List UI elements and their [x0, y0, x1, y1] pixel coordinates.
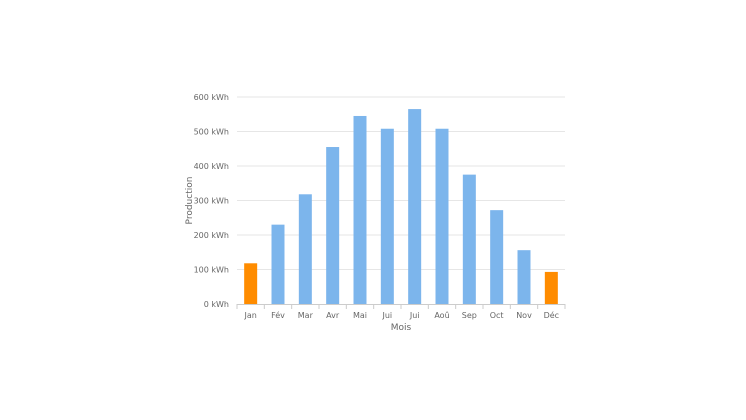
x-tick-label: Jan [243, 311, 256, 320]
x-tick-label: Nov [516, 311, 532, 320]
x-tick-label: Avr [326, 311, 340, 320]
x-tick-label: Mai [353, 311, 367, 320]
x-tick-labels: Jan Fév Mar Avr Mai Jui Jui Aoû Sep Oct Nov Déc [243, 310, 559, 320]
x-tick-label: Mar [298, 311, 314, 320]
bar-fév-1[interactable] [271, 224, 285, 304]
y-tick-label: 0 kWh [204, 300, 229, 309]
bar-sep-8[interactable] [462, 174, 476, 304]
y-tick-label: 400 kWh [194, 162, 229, 171]
x-tick-label: Sep [462, 311, 477, 320]
x-tick-label: Oct [490, 311, 504, 320]
bar-mar-2[interactable] [298, 194, 312, 304]
bar-oct-9[interactable] [490, 210, 504, 304]
bar-nov-10[interactable] [517, 250, 531, 304]
y-tick-label: 500 kWh [194, 128, 229, 137]
bar-avr-3[interactable] [326, 147, 340, 304]
y-tick-label: 100 kWh [194, 266, 229, 275]
bar-mai-4[interactable] [353, 115, 367, 304]
x-tick-label: Jui [382, 311, 393, 320]
bars [244, 109, 558, 304]
grid-layer [237, 96, 565, 270]
bar-aoû-7[interactable] [435, 128, 449, 304]
y-tick-label: 600 kWh [194, 93, 229, 102]
y-tick-labels: 0 kWh 100 kWh 200 kWh 300 kWh 400 kWh 500 kWh… [194, 93, 229, 309]
bar-déc-11[interactable] [544, 271, 558, 304]
bar-jui-6[interactable] [408, 109, 422, 304]
y-axis-title: Production [185, 177, 195, 225]
x-tick-label: Aoû [434, 311, 449, 320]
x-axis [236, 304, 566, 309]
bar-jui-5[interactable] [380, 128, 394, 304]
x-axis-title: Mois [391, 323, 412, 333]
y-tick-label: 300 kWh [194, 197, 229, 206]
bar-jan-0[interactable] [244, 263, 258, 304]
x-tick-label: Déc [544, 310, 559, 320]
x-tick-label: Jui [409, 311, 420, 320]
y-tick-label: 200 kWh [194, 231, 229, 240]
x-tick-label: Fév [271, 310, 285, 320]
